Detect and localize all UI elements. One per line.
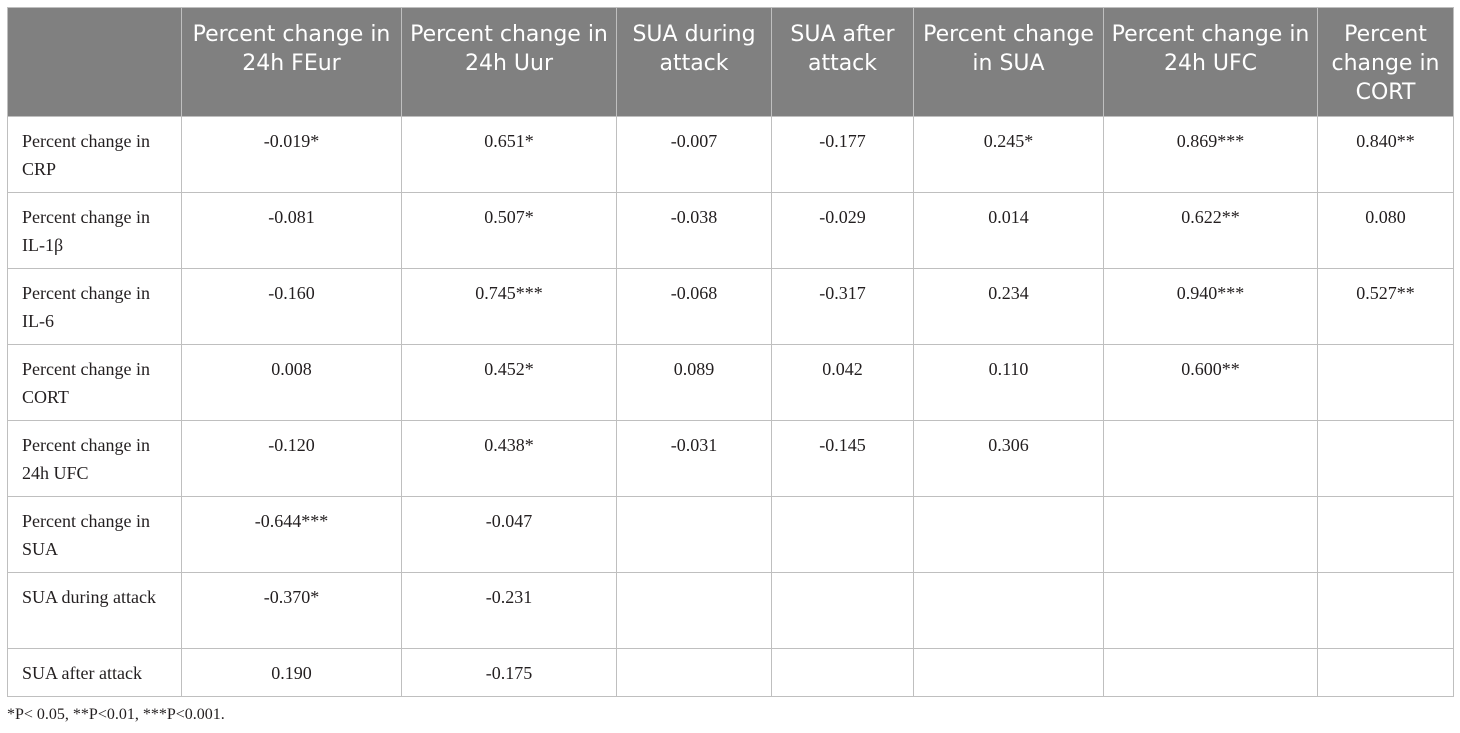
table-cell (1317, 572, 1454, 649)
table-cell (1317, 648, 1454, 697)
header-row: Percent change in 24h FEur Percent chang… (7, 7, 1454, 117)
table-cell (1103, 420, 1318, 497)
row-label: Percent change in 24h UFC (7, 420, 182, 497)
table-cell: 0.080 (1317, 192, 1454, 269)
table-cell: 0.651* (401, 116, 617, 193)
table-cell: -0.370* (181, 572, 402, 649)
header-sua-after: SUA after attack (771, 7, 914, 117)
header-ufc: Percent change in 24h UFC (1103, 7, 1318, 117)
table-cell: 0.245* (913, 116, 1104, 193)
row-label: SUA after attack (7, 648, 182, 697)
table-row: Percent change in SUA -0.644*** -0.047 (7, 496, 1454, 573)
row-label: Percent change in IL-1β (7, 192, 182, 269)
table-row: Percent change in CRP -0.019* 0.651* -0.007… (7, 116, 1454, 193)
table-cell: 0.840** (1317, 116, 1454, 193)
table-cell (1103, 496, 1318, 573)
row-label: Percent change in CORT (7, 344, 182, 421)
table-cell: -0.007 (616, 116, 772, 193)
table-cell: 0.014 (913, 192, 1104, 269)
table-cell: 0.234 (913, 268, 1104, 345)
table-cell: -0.038 (616, 192, 772, 269)
table-cell: -0.175 (401, 648, 617, 697)
table-cell (913, 648, 1104, 697)
table-cell: -0.120 (181, 420, 402, 497)
table-cell: -0.047 (401, 496, 617, 573)
table-cell (616, 648, 772, 697)
table-cell: -0.644*** (181, 496, 402, 573)
table-cell: 0.042 (771, 344, 914, 421)
table-cell (1103, 648, 1318, 697)
table-cell: -0.081 (181, 192, 402, 269)
table-cell: -0.160 (181, 268, 402, 345)
header-uur: Percent change in 24h Uur (401, 7, 617, 117)
table-cell: -0.068 (616, 268, 772, 345)
table-cell (1317, 420, 1454, 497)
row-label: Percent change in SUA (7, 496, 182, 573)
table-row: Percent change in IL-6 -0.160 0.745*** -0.0… (7, 268, 1454, 345)
table-row: Percent change in CORT 0.008 0.452* 0.089 0.… (7, 344, 1454, 421)
table-cell: 0.452* (401, 344, 617, 421)
table-cell: 0.745*** (401, 268, 617, 345)
table-cell: 0.527** (1317, 268, 1454, 345)
row-label: SUA during attack (7, 572, 182, 649)
table-row: SUA after attack 0.190 -0.175 (7, 648, 1454, 697)
table-row: SUA during attack -0.370* -0.231 (7, 572, 1454, 649)
row-label: Percent change in IL-6 (7, 268, 182, 345)
table-cell: 0.110 (913, 344, 1104, 421)
table-cell: 0.438* (401, 420, 617, 497)
table-cell: 0.089 (616, 344, 772, 421)
table-row: Percent change in IL-1β -0.081 0.507* -0.03… (7, 192, 1454, 269)
table-cell (616, 496, 772, 573)
table-cell (771, 572, 914, 649)
table-cell (616, 572, 772, 649)
table-cell (1317, 344, 1454, 421)
row-label: Percent change in CRP (7, 116, 182, 193)
table-cell: -0.145 (771, 420, 914, 497)
table-cell: -0.031 (616, 420, 772, 497)
correlation-table: Percent change in 24h FEur Percent chang… (7, 7, 1454, 697)
header-sua-change: Percent change in SUA (913, 7, 1104, 117)
table-cell: 0.507* (401, 192, 617, 269)
header-sua-during: SUA during attack (616, 7, 772, 117)
table-cell: 0.940*** (1103, 268, 1318, 345)
table-body: Percent change in CRP -0.019* 0.651* -0.007… (7, 116, 1454, 697)
table-cell (771, 496, 914, 573)
table-cell: 0.869*** (1103, 116, 1318, 193)
table-cell (1103, 572, 1318, 649)
table-cell: 0.008 (181, 344, 402, 421)
table-header: Percent change in 24h FEur Percent chang… (7, 7, 1454, 117)
table-cell: 0.190 (181, 648, 402, 697)
table-cell: -0.019* (181, 116, 402, 193)
table-cell: 0.622** (1103, 192, 1318, 269)
table-cell: 0.306 (913, 420, 1104, 497)
table-cell (913, 572, 1104, 649)
table-cell: -0.231 (401, 572, 617, 649)
table-cell (913, 496, 1104, 573)
table-cell: -0.029 (771, 192, 914, 269)
table-cell: -0.317 (771, 268, 914, 345)
header-feur: Percent change in 24h FEur (181, 7, 402, 117)
table-cell: -0.177 (771, 116, 914, 193)
header-cort: Percent change in CORT (1317, 7, 1454, 117)
table-cell (1317, 496, 1454, 573)
header-corner (7, 7, 182, 117)
table-cell (771, 648, 914, 697)
table-row: Percent change in 24h UFC -0.120 0.438* -0.… (7, 420, 1454, 497)
table-cell: 0.600** (1103, 344, 1318, 421)
footnote: *P< 0.05, **P<0.01, ***P<0.001. (7, 706, 225, 723)
